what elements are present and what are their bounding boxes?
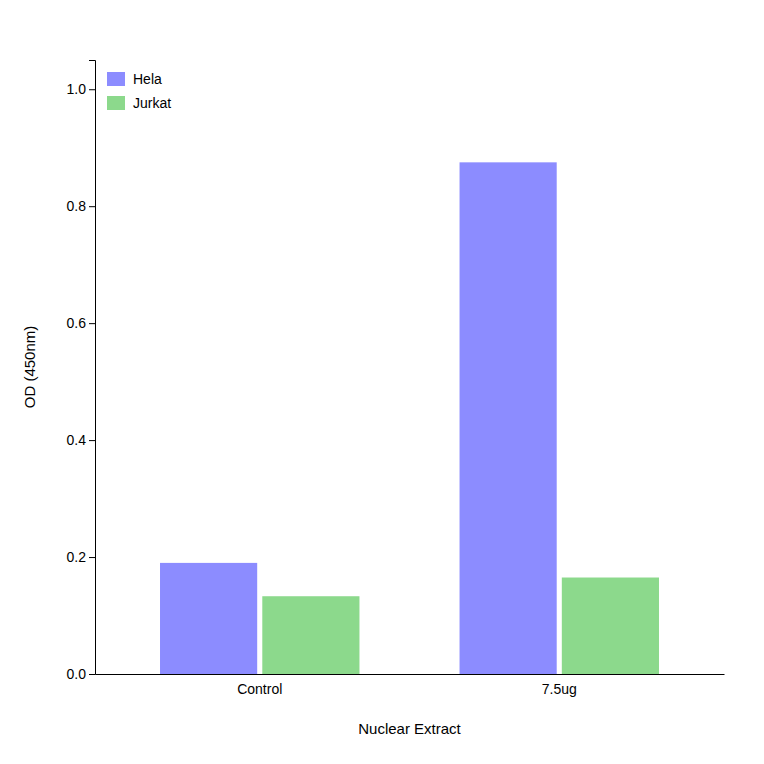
tick-mark: [89, 440, 95, 441]
x-axis-title: Nuclear Extract: [358, 720, 461, 737]
tick: 0.4: [67, 432, 95, 448]
tick: 0.2: [67, 549, 95, 565]
bars: [160, 162, 659, 674]
bar: [460, 162, 557, 674]
tick-mark: [89, 89, 95, 90]
tick-label: 0.6: [67, 315, 87, 331]
tick-label: 1.0: [67, 81, 87, 97]
axis-line: [96, 674, 725, 675]
bar-series: [262, 578, 659, 674]
plot: 0.0 0.2 0.4 0.6 0.8 1.0 Control 7.5ug Hela Jurkat: [67, 61, 725, 697]
legend: Hela Jurkat: [107, 71, 171, 111]
legend-label: Hela: [133, 71, 162, 87]
tick: 0.8: [67, 198, 95, 214]
legend-swatch: [107, 96, 125, 110]
y-axis: 0.0 0.2 0.4 0.6 0.8 1.0: [67, 61, 96, 682]
tick-mark: [89, 674, 95, 675]
tick: 1.0: [67, 81, 95, 97]
tick: 0.0: [67, 666, 95, 682]
axis-line: [89, 61, 96, 675]
tick-label: Control: [237, 681, 282, 697]
tick-label: 7.5ug: [542, 681, 577, 697]
y-axis-title: OD (450nm): [21, 326, 38, 409]
bar: [262, 596, 359, 674]
x-axis: Control 7.5ug: [96, 675, 725, 697]
tick-mark: [89, 557, 95, 558]
legend-swatch: [107, 72, 125, 86]
tick-mark: [89, 323, 95, 324]
legend-item: Jurkat: [107, 95, 171, 111]
legend-label: Jurkat: [133, 95, 171, 111]
bar: [160, 563, 257, 674]
tick-label: 0.4: [67, 432, 87, 448]
legend-item: Hela: [107, 71, 162, 87]
tick-label: 0.0: [67, 666, 87, 682]
tick-mark: [89, 206, 95, 207]
tick: Control: [237, 681, 282, 697]
chart: 0.0 0.2 0.4 0.6 0.8 1.0 Control 7.5ug Hela Jurkat…: [0, 0, 764, 764]
bar-series: [160, 162, 557, 674]
tick: 7.5ug: [542, 681, 577, 697]
bar: [562, 578, 659, 674]
tick: 0.6: [67, 315, 95, 331]
tick-label: 0.2: [67, 549, 87, 565]
tick-label: 0.8: [67, 198, 87, 214]
